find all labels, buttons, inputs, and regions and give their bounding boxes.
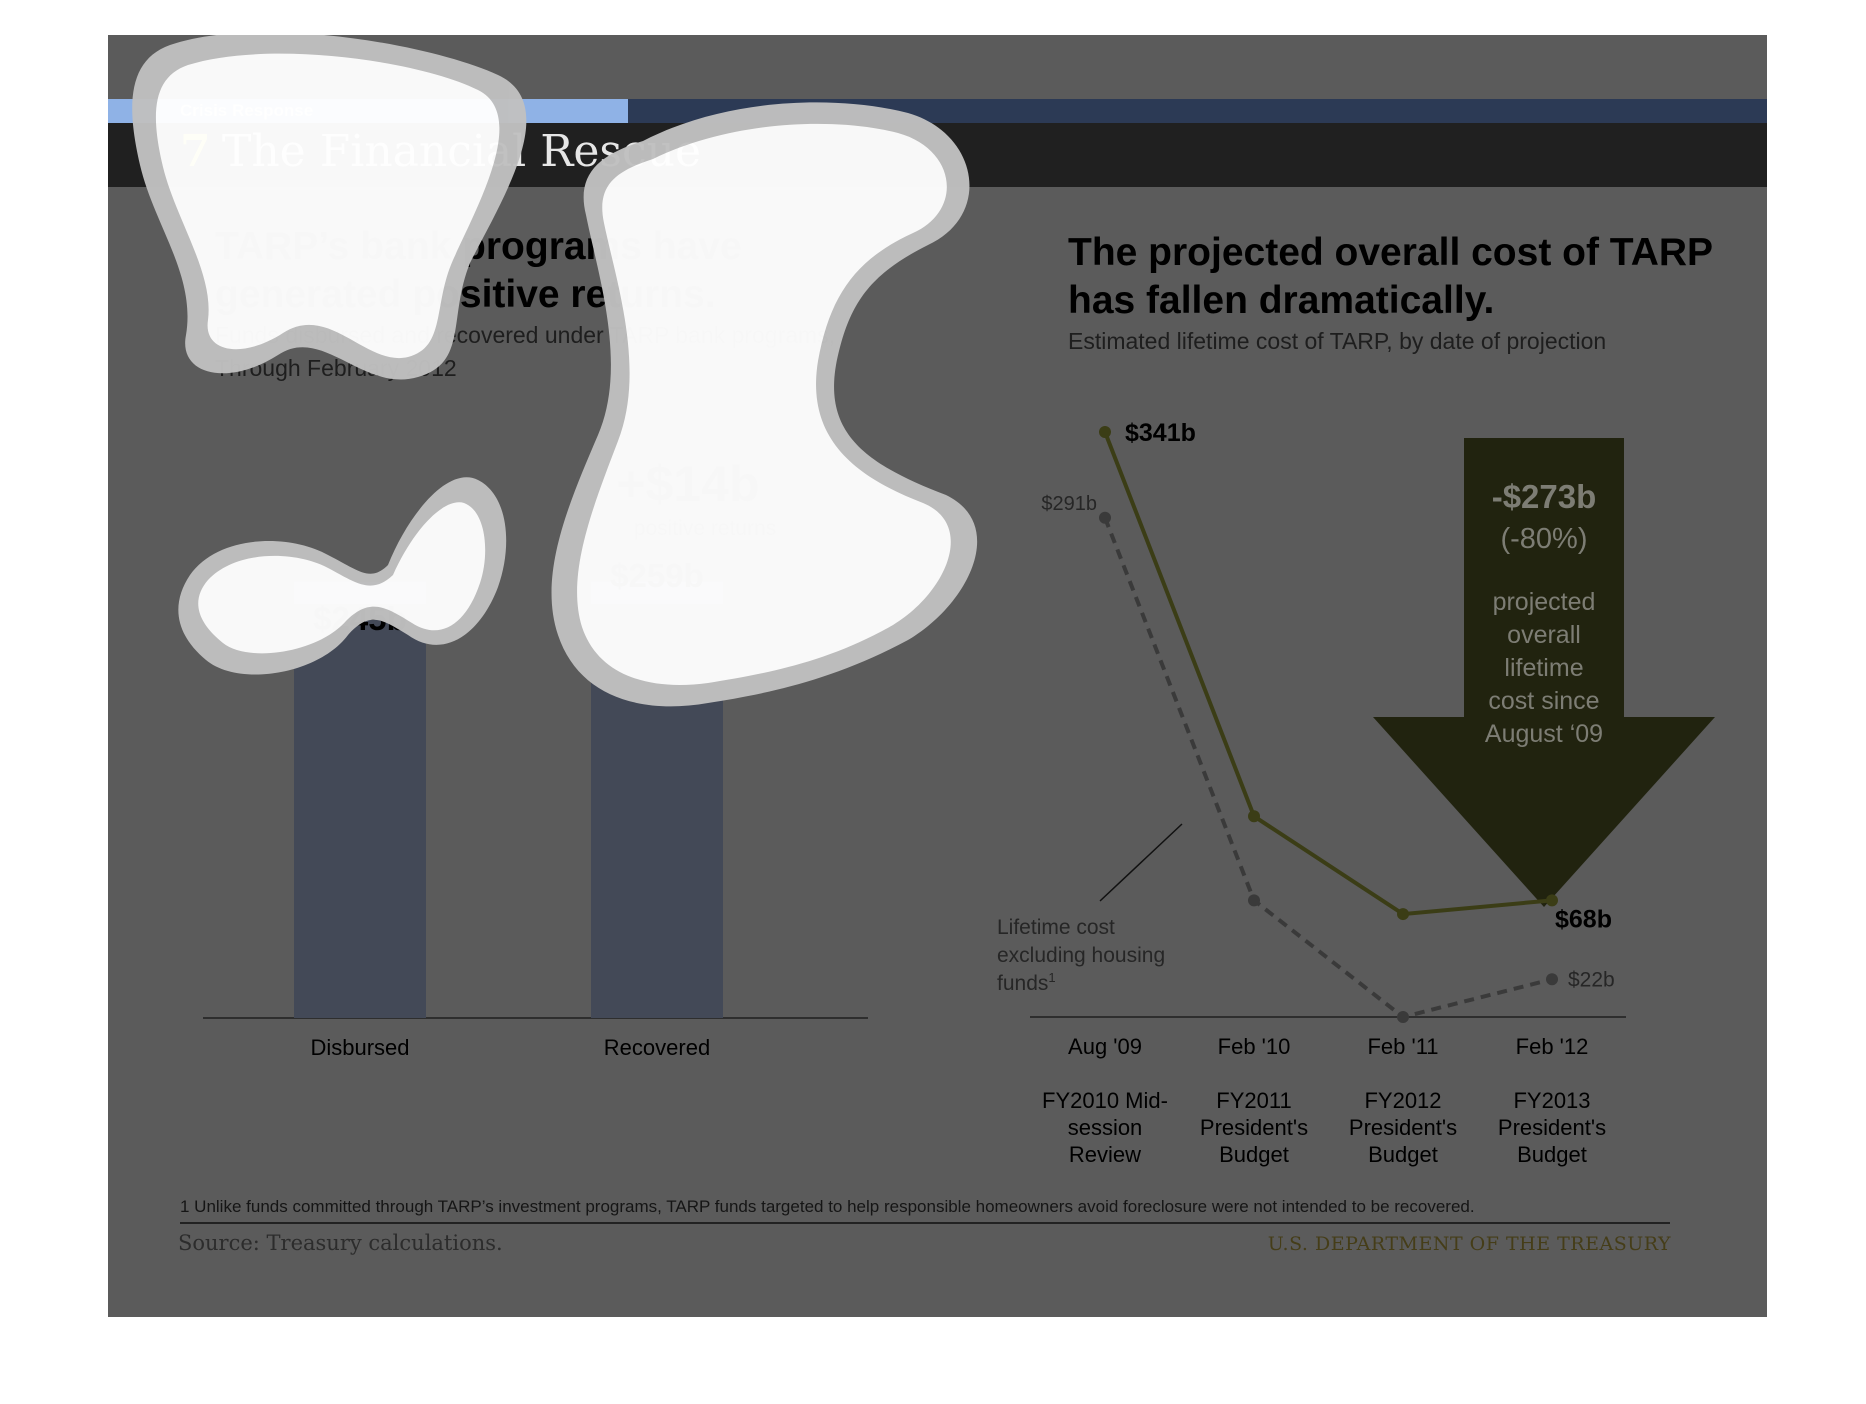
cost-reduction-arrow: -$273b (-80%) projected overall lifetime… — [1373, 438, 1715, 907]
arrow-text-2: overall — [1507, 621, 1581, 649]
data-point — [1099, 426, 1111, 438]
annotation-excl-housing: Lifetime cost excluding housing funds1 — [997, 823, 1183, 995]
series-excl-housing-line — [1103, 517, 1553, 1020]
data-point — [1397, 908, 1409, 921]
agency-name: U.S. DEPARTMENT OF THE TREASURY — [1267, 1233, 1671, 1255]
annotation-line-1: Lifetime cost — [997, 916, 1115, 939]
arrow-shape — [1373, 438, 1715, 907]
x-tick-sublabel: session — [1068, 1115, 1143, 1140]
x-tick-sublabel: FY2010 Mid- — [1042, 1088, 1168, 1113]
data-point — [1099, 511, 1111, 524]
point-label: $68b — [1555, 905, 1612, 933]
bar-chart: $245b Disbursed $259b Recovered +$14b positiv… — [203, 456, 868, 1060]
footer-rule — [180, 1222, 1670, 1224]
positive-returns-value: +$14b — [616, 456, 759, 512]
data-point — [1546, 973, 1558, 986]
x-tick-sublabel: FY2012 — [1364, 1088, 1441, 1113]
arrow-text-1: projected — [1493, 588, 1596, 616]
x-tick-sublabel: President's — [1349, 1115, 1457, 1140]
annotation-line-3: funds1 — [997, 970, 1056, 995]
right-headline: The projected overall cost of TARP has f… — [1068, 231, 1713, 322]
arrow-text-5: August ‘09 — [1485, 720, 1603, 748]
x-tick-sublabel: Budget — [1368, 1142, 1438, 1167]
bar-category-label: Recovered — [604, 1035, 710, 1060]
x-tick-sublabel: Budget — [1517, 1142, 1587, 1167]
data-point — [1248, 894, 1260, 907]
line-chart: $341b $68b $291b $22b Aug '09 FY2010 Mid-sess… — [1030, 419, 1626, 1167]
bar-value-label: $245b — [313, 600, 407, 637]
x-tick-label: Feb '11 — [1367, 1034, 1438, 1059]
x-tick-sublabel: Budget — [1219, 1142, 1289, 1167]
x-tick-sublabel: President's — [1498, 1115, 1606, 1140]
arrow-value: -$273b — [1492, 478, 1597, 515]
bar-disbursed — [294, 581, 426, 1018]
slide: Crisis Response 7 The Financial Rescue T… — [108, 35, 1767, 1317]
bar-value-label: $259b — [610, 557, 704, 594]
x-tick-sublabel: FY2013 — [1513, 1088, 1590, 1113]
series-total-line — [1103, 431, 1553, 917]
x-tick-label: Feb '10 — [1218, 1034, 1291, 1059]
point-label: $22b — [1568, 968, 1615, 991]
annotation-line-3-text: funds — [997, 972, 1048, 995]
charts-canvas: $245b Disbursed $259b Recovered +$14b positiv… — [203, 419, 1715, 1167]
right-subhead: Estimated lifetime cost of TARP, by date… — [1068, 328, 1607, 354]
arrow-percent: (-80%) — [1500, 523, 1587, 555]
footnote: 1 Unlike funds committed through TARP’s … — [180, 1197, 1475, 1216]
arrow-text-4: cost since — [1488, 687, 1599, 715]
x-tick-label: Feb '12 — [1516, 1034, 1589, 1059]
data-point — [1248, 810, 1260, 823]
data-point — [1397, 1011, 1409, 1023]
x-tick-sublabel: FY2011 — [1216, 1088, 1291, 1113]
point-label: $291b — [1041, 493, 1097, 515]
point-label: $341b — [1125, 419, 1196, 447]
data-point — [1546, 894, 1558, 907]
positive-returns-label: positive returns — [634, 517, 776, 540]
x-tick-sublabel: President's — [1200, 1115, 1308, 1140]
annotation-superscript: 1 — [1048, 970, 1055, 985]
annotation-line-2: excluding housing — [997, 944, 1165, 967]
annotation-leader — [1099, 823, 1183, 902]
x-tick-label: Aug '09 — [1068, 1034, 1142, 1059]
source-note: Source: Treasury calculations. — [178, 1231, 503, 1255]
bar-recovered — [591, 557, 723, 1018]
x-tick-sublabel: Review — [1069, 1142, 1141, 1167]
bar-category-label: Disbursed — [310, 1035, 409, 1060]
arrow-text-3: lifetime — [1504, 654, 1583, 682]
